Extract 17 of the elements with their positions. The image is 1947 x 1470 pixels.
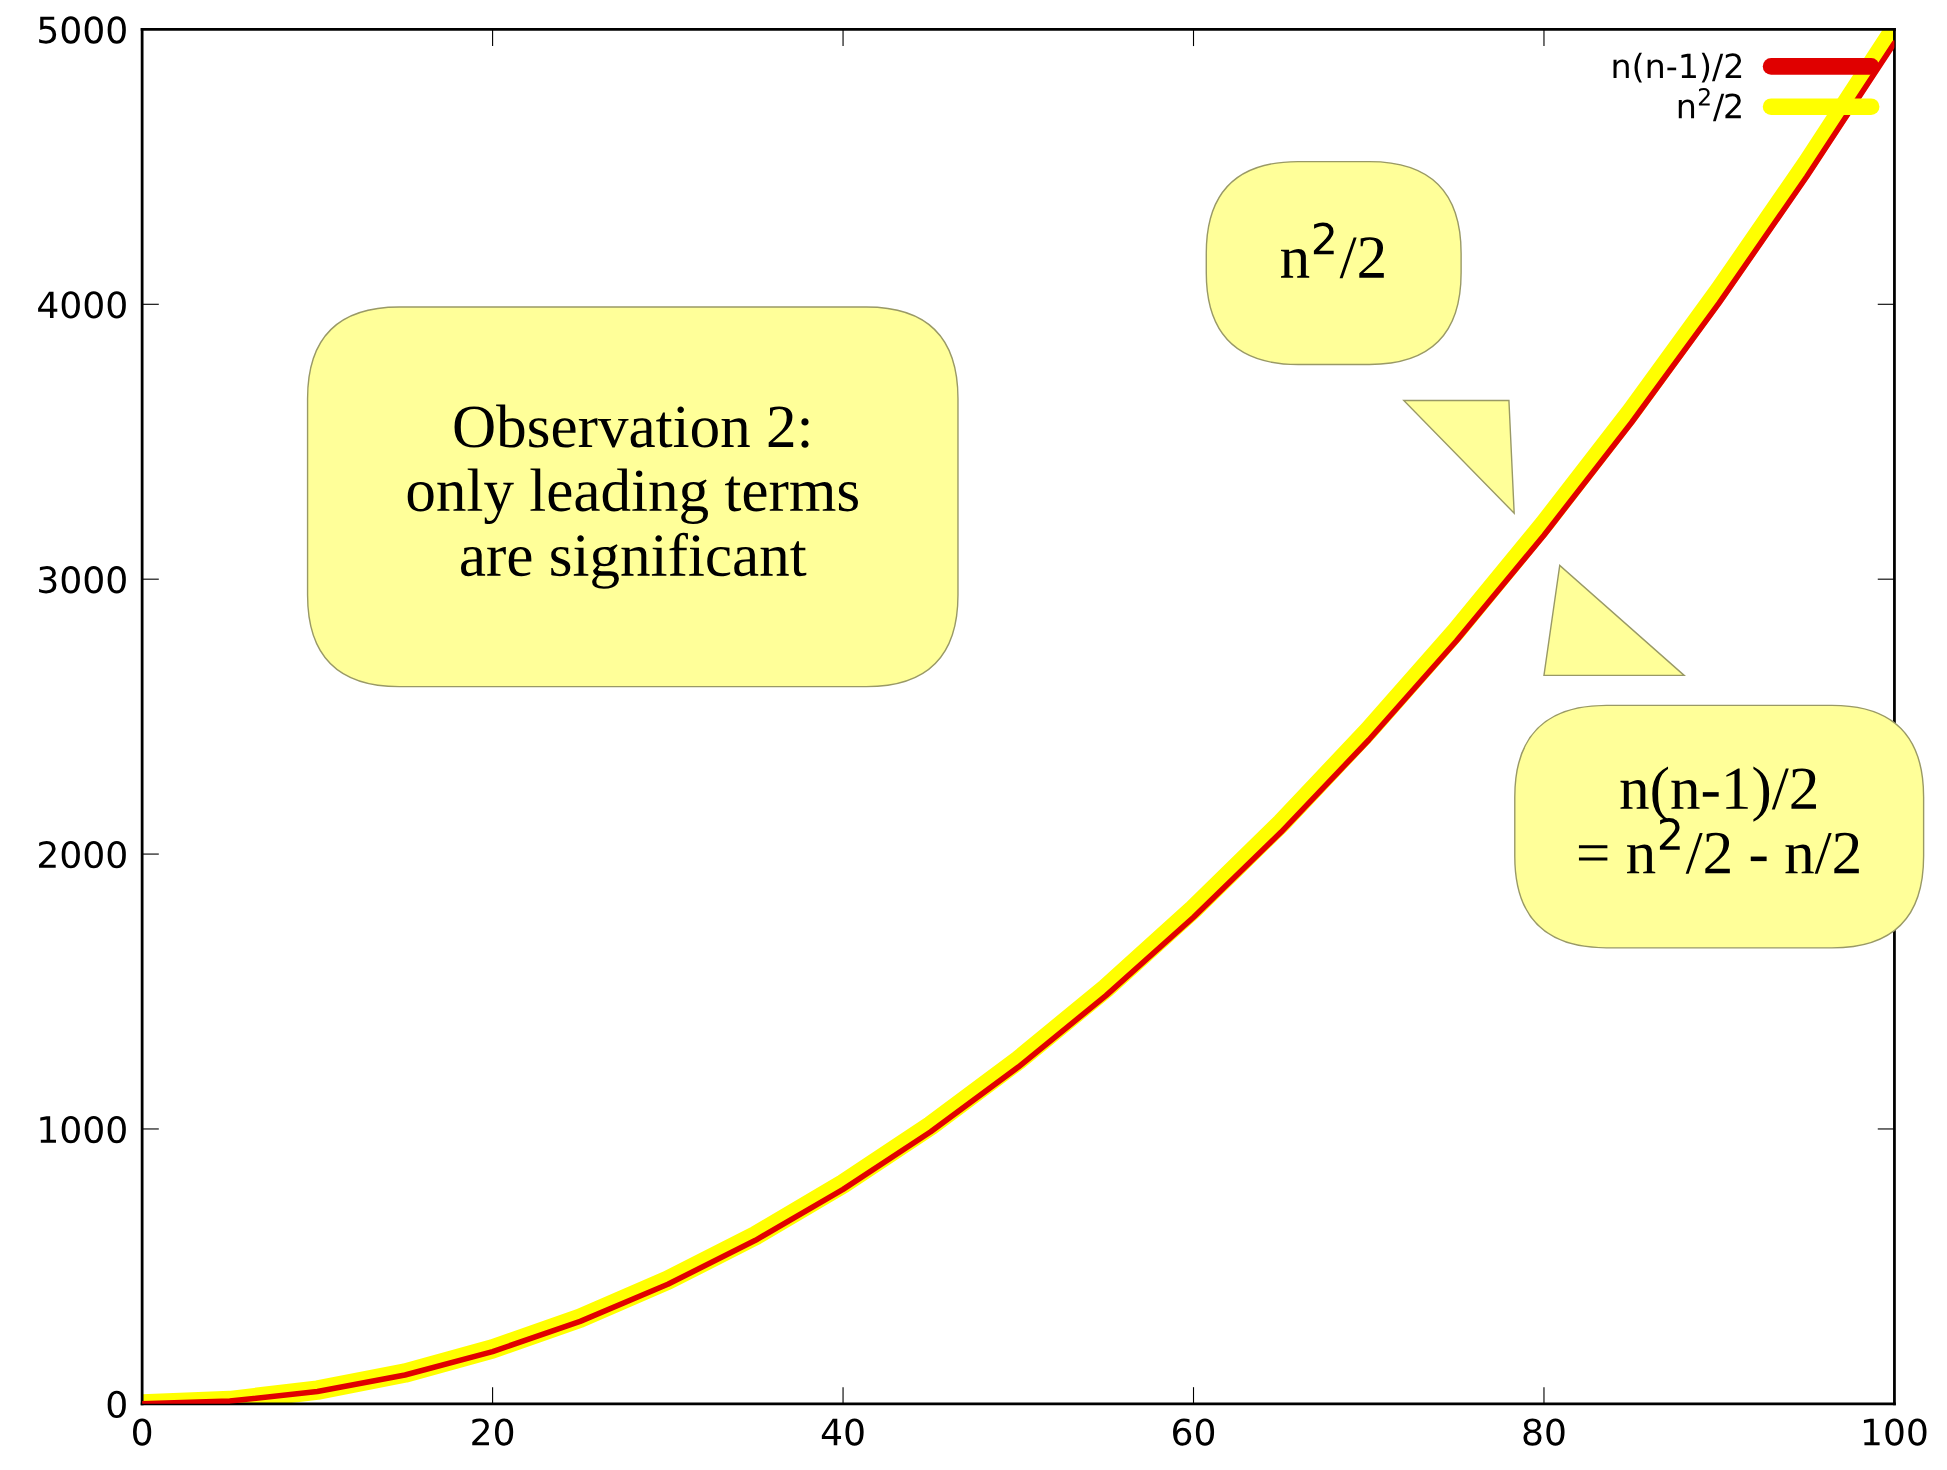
x-tick-label: 20	[472, 1418, 514, 1446]
x-tick-label: 0	[133, 1418, 152, 1446]
legend-label: n(n-1)/2	[1613, 52, 1742, 83]
legend-label: n$^{2}$/2	[1678, 88, 1741, 122]
y-tick-label: 5000	[39, 16, 126, 44]
y-tick-label: 3000	[39, 566, 126, 594]
y-tick-label: 4000	[38, 291, 126, 319]
x-tick-label: 80	[1523, 1418, 1565, 1446]
y-tick-label: 1000	[40, 1115, 126, 1144]
y-tick-label: 2000	[38, 840, 126, 869]
annotation: Observation 2: only leading terms are significant	[407, 404, 858, 589]
x-tick-label: 100	[1863, 1418, 1927, 1446]
y-tick-label: 0	[107, 1390, 126, 1419]
annotation: n$^{2}$/2	[1281, 222, 1384, 279]
x-tick-label: 60	[1173, 1418, 1215, 1446]
x-tick-label: 40	[821, 1418, 864, 1446]
annotation: n(n-1)/2 = n$^{2}$/2 - n/2	[1578, 766, 1859, 874]
